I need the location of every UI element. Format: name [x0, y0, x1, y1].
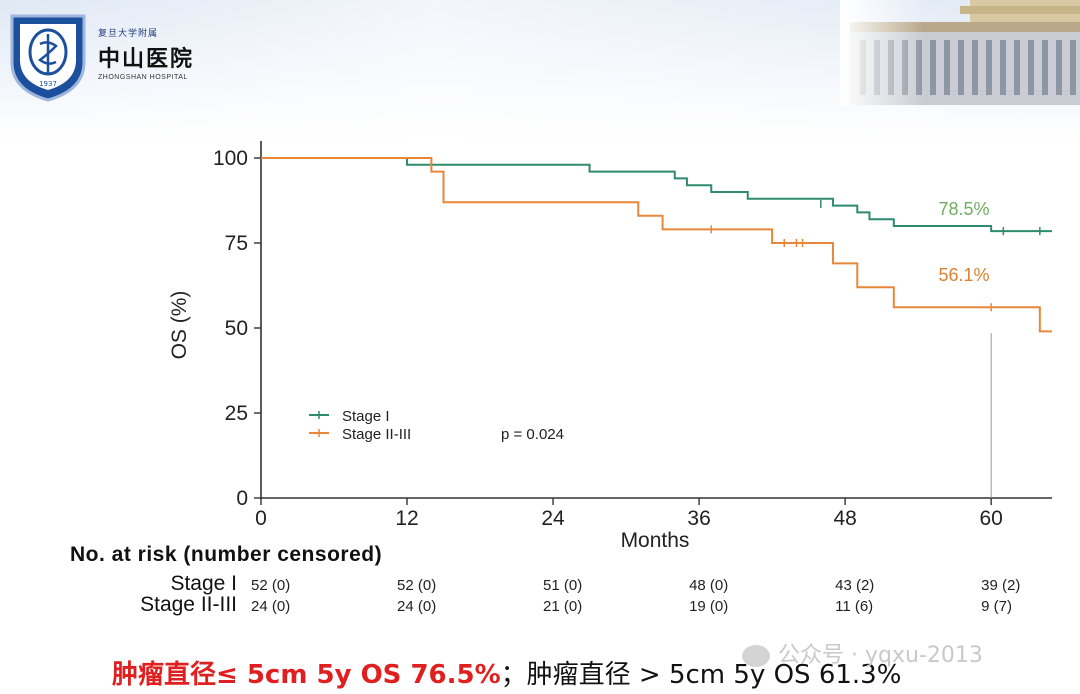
wechat-icon [742, 645, 770, 667]
legend-label-1: Stage II-III [342, 426, 411, 443]
risk-cell: 11 (6) [835, 598, 874, 615]
x-tick-label: 36 [687, 507, 710, 530]
hospital-english-name: ZHONGSHAN HOSPITAL [98, 74, 188, 81]
risk-cell: 24 (0) [397, 598, 437, 615]
risk-cell: 39 (2) [981, 577, 1021, 594]
risk-row-label-0: Stage I [170, 572, 237, 595]
x-tick-label: 12 [395, 507, 418, 530]
series-line-1 [261, 157, 1052, 333]
legend-label-0: Stage I [342, 408, 390, 425]
x-tick-label: 24 [541, 507, 565, 530]
risk-table-title: No. at risk (number censored) [70, 543, 383, 566]
hospital-chinese-name: 中山医院 [98, 47, 195, 72]
y-tick-label: 0 [236, 487, 248, 510]
risk-cell: 52 (0) [397, 577, 437, 594]
series-line-0 [261, 157, 1052, 233]
watermark-text: 公众号 · yqxu-2013 [778, 643, 983, 668]
risk-cell: 9 (7) [981, 598, 1012, 615]
risk-row-label-1: Stage II-III [140, 593, 237, 616]
series-annotation-0: 78.5% [938, 199, 989, 219]
hospital-sub-title: 复旦大学附属 [98, 29, 159, 39]
chart-axes [254, 141, 1052, 505]
x-tick-label: 0 [255, 507, 267, 530]
y-tick-label: 25 [225, 402, 248, 425]
risk-cell: 51 (0) [543, 577, 583, 594]
x-axis-label: Months [621, 529, 690, 552]
chart-series [261, 157, 1052, 333]
hospital-building-image [840, 0, 1080, 105]
hospital-logo-icon: 1937 [10, 14, 86, 102]
hospital-name-block: 复旦大学附属 中山医院 ZHONGSHAN HOSPITAL [98, 26, 194, 81]
risk-cell: 19 (0) [689, 598, 729, 615]
footer-summary: 肿瘤直径≤ 5cm 5y OS 76.5%；肿瘤直径 > 5cm 5y OS 6… [112, 654, 901, 691]
y-tick-label: 75 [225, 232, 248, 255]
p-value-label: p = 0.024 [501, 426, 564, 443]
footer-black-text: ；肿瘤直径 > 5cm 5y OS 61.3% [500, 660, 902, 690]
risk-cell: 24 (0) [251, 598, 291, 615]
y-axis-label: OS (%) [168, 291, 191, 360]
footer-red-text: 肿瘤直径≤ 5cm 5y OS 76.5% [112, 660, 501, 690]
watermark: 公众号 · yqxu-2013 [742, 637, 983, 669]
risk-cell: 52 (0) [251, 577, 291, 594]
risk-cell: 21 (0) [543, 598, 583, 615]
risk-cell: 43 (2) [835, 577, 875, 594]
x-tick-label: 60 [979, 507, 1002, 530]
y-tick-label: 100 [213, 147, 248, 170]
logo-year: 1937 [39, 80, 57, 88]
chart-labels: 0 25 50 75 100 0 12 24 36 48 60 Months OS (%) 78.5% St… [168, 147, 1003, 552]
series-annotation-1: 56.1% [938, 265, 989, 285]
x-tick-label: 48 [833, 507, 856, 530]
y-tick-label: 50 [225, 317, 248, 340]
risk-cell: 48 (0) [689, 577, 729, 594]
